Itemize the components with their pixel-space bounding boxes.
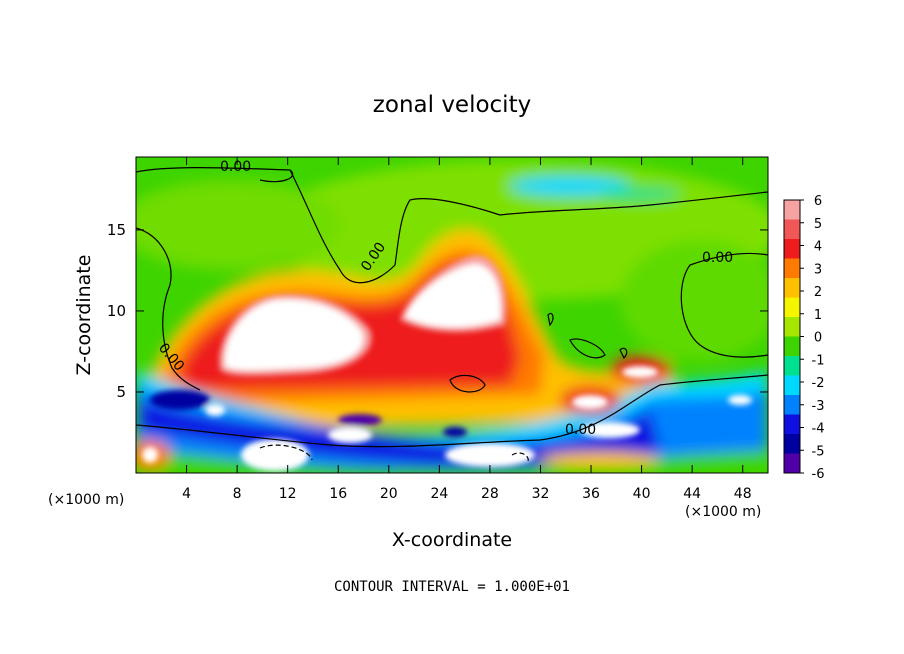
contour-label: 0.00 xyxy=(702,250,733,266)
colorbar-swatch xyxy=(784,395,800,415)
x-tick-label: 36 xyxy=(582,486,600,502)
x-tick-label: 44 xyxy=(683,486,701,502)
x-unit-left: (×1000 m) xyxy=(48,492,124,508)
colorbar-swatch xyxy=(784,356,800,376)
colorbar-swatch xyxy=(784,278,800,298)
y-tick-label: 15 xyxy=(107,221,126,239)
colorbar-tick-label: 3 xyxy=(814,262,822,277)
footnote: CONTOUR INTERVAL = 1.000E+01 xyxy=(334,579,570,595)
x-tick-label: 24 xyxy=(430,486,448,502)
y-tick-label: 10 xyxy=(107,302,126,320)
x-tick-label: 20 xyxy=(380,486,398,502)
y-axis-title: Z-coordinate xyxy=(73,255,95,376)
contour-label: 0.00 xyxy=(220,159,251,175)
colorbar-swatch xyxy=(784,375,800,396)
colorbar-tick-label: 1 xyxy=(814,308,822,323)
x-tick-label: 40 xyxy=(633,486,651,502)
colorbar-tick-label: 0 xyxy=(814,331,822,346)
colorbar-tick-label: -1 xyxy=(812,353,825,368)
x-tick-label: 28 xyxy=(481,486,499,502)
colorbar-swatch xyxy=(784,258,800,279)
plot-frame xyxy=(135,156,769,474)
x-tick-label: 16 xyxy=(329,486,347,502)
x-axis: 4 8 12 16 20 24 28 32 36 40 44 48 xyxy=(182,157,752,502)
x-tick-label: 12 xyxy=(279,486,297,502)
colorbar-tick-label: 2 xyxy=(814,285,822,300)
x-tick-label: 48 xyxy=(734,486,752,502)
velocity-field: 0.00 0.00 0.00 0.00 0.00 xyxy=(136,157,768,473)
colorbar-swatch xyxy=(784,297,800,318)
colorbar: 6 5 4 3 2 1 0 -1 -2 -3 -4 -5 -6 xyxy=(783,194,825,482)
colorbar-swatch xyxy=(784,317,800,337)
colorbar-tick-label: 4 xyxy=(814,240,822,255)
colorbar-tick-label: -6 xyxy=(812,467,825,482)
contour-label: 0.00 xyxy=(565,422,596,438)
colorbar-tick-label: -2 xyxy=(812,376,825,391)
colorbar-swatch xyxy=(784,453,800,474)
colorbar-tick-label: -4 xyxy=(812,422,825,437)
colorbar-tick-label: -5 xyxy=(812,444,825,459)
colorbar-swatch xyxy=(784,239,800,259)
colorbar-swatch xyxy=(784,434,800,454)
x-tick-label: 8 xyxy=(233,486,242,502)
colorbar-tick-label: 5 xyxy=(814,217,822,232)
x-tick-label: 4 xyxy=(182,486,191,502)
colorbar-tick-label: -3 xyxy=(812,399,825,414)
x-tick-label: 32 xyxy=(532,486,550,502)
colorbar-swatch xyxy=(784,336,800,357)
colorbar-tick-label: 6 xyxy=(814,194,822,209)
colorbar-swatch xyxy=(784,219,800,240)
colorbar-swatch xyxy=(784,414,800,435)
y-tick-label: 5 xyxy=(116,383,126,401)
chart-title: zonal velocity xyxy=(373,92,531,118)
y-axis: 5 10 15 xyxy=(107,221,768,401)
colorbar-swatch xyxy=(784,200,800,220)
x-unit-right: (×1000 m) xyxy=(685,504,761,520)
x-axis-title: X-coordinate xyxy=(392,529,512,551)
